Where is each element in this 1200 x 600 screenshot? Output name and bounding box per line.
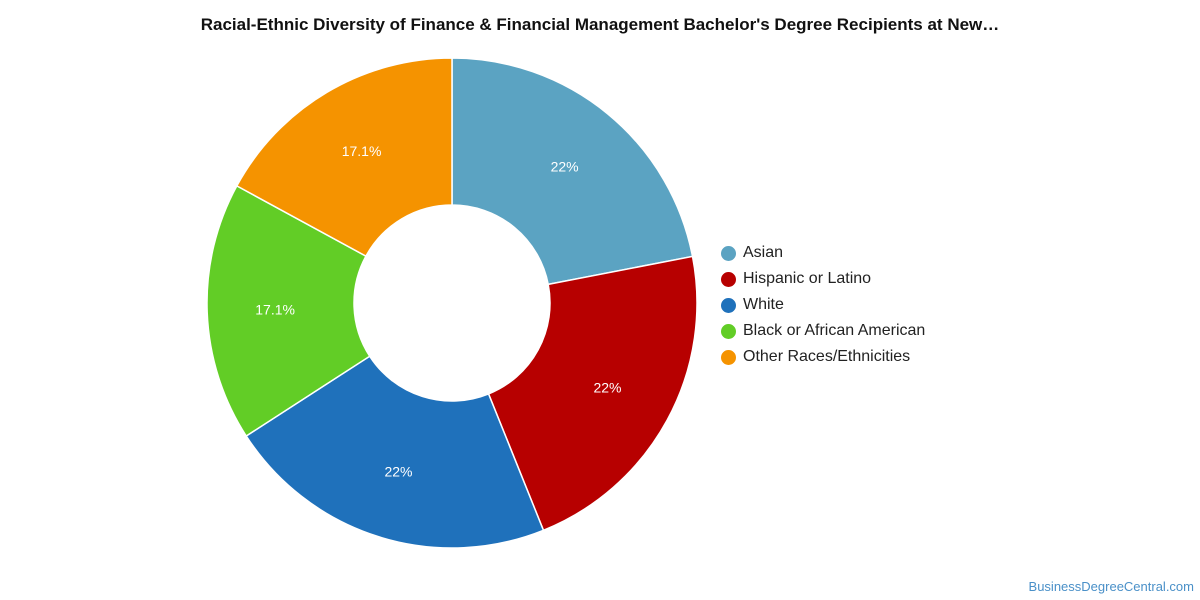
slice-other-races-ethnicities[interactable] <box>235 57 453 258</box>
slice-asian[interactable] <box>451 57 694 286</box>
legend-marker-other-races-ethnicities <box>721 349 736 365</box>
chart-title: Racial-Ethnic Diversity of Finance & Fin… <box>200 15 1000 34</box>
legend-item-other-races-ethnicities[interactable]: Other Races/Ethnicities <box>721 344 925 370</box>
legend-label: Asian <box>743 244 784 261</box>
watermark-link[interactable]: BusinessDegreeCentral.com <box>1028 579 1194 594</box>
legend-item-hispanic-or-latino[interactable]: Hispanic or Latino <box>721 266 925 292</box>
legend-label: Hispanic or Latino <box>743 270 872 287</box>
data-label-white: 22% <box>384 464 412 480</box>
legend-marker-hispanic-or-latino <box>721 271 736 287</box>
chart-legend: Asian Hispanic or Latino White Black or … <box>721 240 925 370</box>
slice-white[interactable] <box>245 355 545 549</box>
slice-black-or-african-american[interactable] <box>206 184 371 438</box>
legend-label: Other Races/Ethnicities <box>743 348 911 365</box>
data-label-black-or-african-american: 17.1% <box>255 302 295 318</box>
legend-marker-black-or-african-american <box>721 323 736 339</box>
slice-hispanic-or-latino[interactable] <box>487 255 698 532</box>
legend-marker-asian <box>721 245 736 261</box>
legend-item-white[interactable]: White <box>721 292 925 318</box>
legend-marker-white <box>721 297 736 313</box>
legend-item-asian[interactable]: Asian <box>721 240 925 266</box>
legend-item-black-or-african-american[interactable]: Black or African American <box>721 318 925 344</box>
legend-label: Black or African American <box>743 322 926 339</box>
legend-label: White <box>743 296 784 313</box>
data-label-asian: 22% <box>551 158 579 174</box>
data-label-hispanic-or-latino: 22% <box>593 380 621 396</box>
data-label-other-races-ethnicities: 17.1% <box>342 143 382 159</box>
